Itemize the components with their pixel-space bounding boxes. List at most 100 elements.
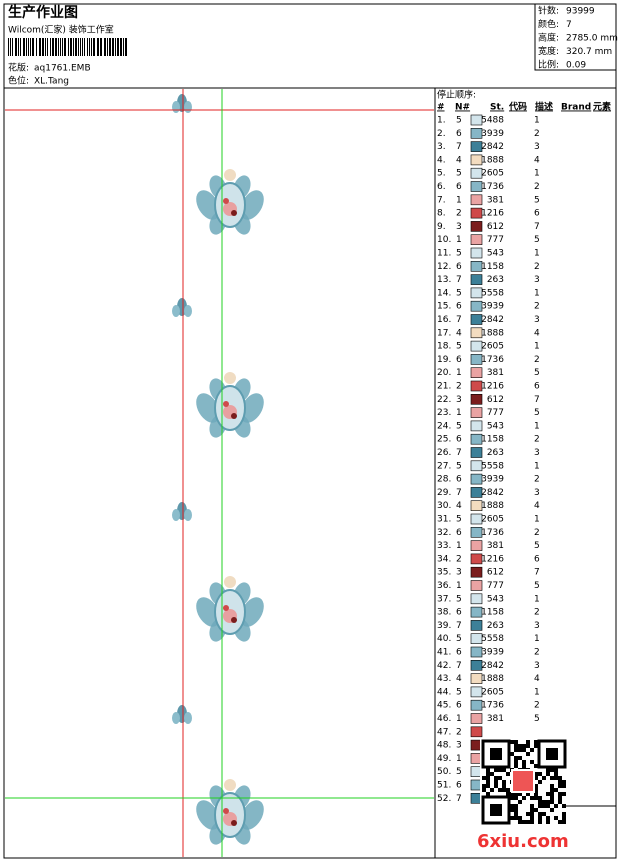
qr-finder-core	[546, 748, 558, 760]
qr-module	[494, 784, 498, 788]
row-index: 36.	[437, 581, 451, 591]
bar	[30, 38, 31, 56]
bar	[8, 38, 9, 56]
row-stitches: 2842	[481, 142, 504, 152]
row-index: 14.	[437, 288, 451, 298]
bar	[107, 38, 108, 56]
row-stitches: 1736	[481, 528, 504, 538]
row-stitches: 2842	[481, 315, 504, 325]
row-index: 11.	[437, 249, 451, 259]
qr-module	[490, 772, 494, 776]
row-needle: 5	[456, 288, 462, 298]
row-index: 30.	[437, 501, 451, 511]
qr-module	[534, 788, 538, 792]
row-needle: 5	[456, 634, 462, 644]
row-needle: 1	[456, 408, 462, 418]
color-swatch	[470, 114, 483, 126]
stat-value: 320.7 mm	[566, 47, 612, 57]
column-header: #	[437, 103, 445, 113]
row-code: 5	[534, 541, 540, 551]
flower	[223, 605, 229, 611]
row-index: 22.	[437, 395, 451, 405]
stats-box	[534, 4, 616, 71]
row-index: 1.	[437, 116, 446, 126]
bar	[115, 38, 116, 56]
color-swatch	[470, 659, 483, 671]
row-index: 8.	[437, 209, 446, 219]
row-needle: 6	[456, 182, 462, 192]
qr-module	[518, 744, 522, 748]
qr-module	[534, 784, 538, 788]
qr-module	[542, 776, 546, 780]
row-index: 34.	[437, 554, 451, 564]
row-needle: 1	[456, 235, 462, 245]
leaf	[240, 190, 264, 220]
qr-module	[514, 760, 518, 764]
qr-module	[510, 792, 514, 796]
color-swatch	[470, 340, 483, 352]
qr-module	[494, 768, 498, 772]
color-swatch	[470, 354, 483, 365]
color-swatch	[470, 646, 483, 658]
row-needle: 6	[456, 129, 462, 139]
qr-module	[486, 772, 490, 776]
qr-module	[530, 748, 534, 752]
qr-finder-core	[490, 748, 502, 760]
row-stitches: 1216	[481, 209, 504, 219]
row-index: 12.	[437, 262, 451, 272]
qr-module	[562, 804, 566, 808]
row-code: 4	[534, 155, 540, 165]
qr-module	[534, 792, 538, 796]
bar	[117, 38, 119, 56]
bar	[112, 38, 114, 56]
qr-module	[538, 812, 542, 816]
row-stitches: 3939	[481, 302, 504, 312]
color-swatch	[470, 420, 483, 432]
row-code: 2	[534, 355, 540, 365]
color-swatch	[470, 141, 483, 152]
row-index: 7.	[437, 195, 446, 205]
bar	[52, 38, 54, 56]
flower	[223, 808, 229, 814]
color-swatch	[470, 274, 483, 285]
bar	[28, 38, 29, 56]
color-swatch	[470, 526, 483, 538]
qr-module	[526, 740, 530, 744]
bar	[75, 38, 77, 56]
qr-module	[486, 792, 490, 796]
qr-module	[550, 800, 554, 804]
row-code: 2	[534, 262, 540, 272]
title: 生产作业图	[8, 4, 78, 21]
qr-module	[534, 764, 538, 768]
color-swatch	[470, 154, 483, 166]
row-index: 24.	[437, 421, 451, 431]
qr-module	[506, 772, 510, 776]
qr-module	[542, 812, 546, 816]
row-stitches: 263	[487, 275, 504, 285]
row-code: 6	[534, 382, 540, 392]
row-stitches: 1158	[481, 262, 504, 272]
qr-module	[550, 796, 554, 800]
row-needle: 1	[456, 754, 462, 764]
bar	[89, 38, 90, 56]
qr-module	[538, 800, 542, 804]
row-index: 45.	[437, 701, 451, 711]
bar	[10, 38, 11, 56]
row-needle: 5	[456, 461, 462, 471]
qr-module	[518, 800, 522, 804]
qr-module	[554, 804, 558, 808]
qr-module	[526, 752, 530, 756]
row-code: 3	[534, 621, 540, 631]
qr-module	[538, 804, 542, 808]
qr-module	[510, 816, 514, 820]
bar	[20, 38, 21, 56]
row-index: 16.	[437, 315, 451, 325]
qr-module	[494, 776, 498, 780]
row-stitches: 1158	[481, 608, 504, 618]
row-needle: 7	[456, 621, 462, 631]
row-index: 40.	[437, 634, 451, 644]
bar	[50, 38, 51, 56]
row-code: 2	[534, 129, 540, 139]
row-index: 5.	[437, 169, 446, 179]
row-index: 20.	[437, 368, 451, 378]
